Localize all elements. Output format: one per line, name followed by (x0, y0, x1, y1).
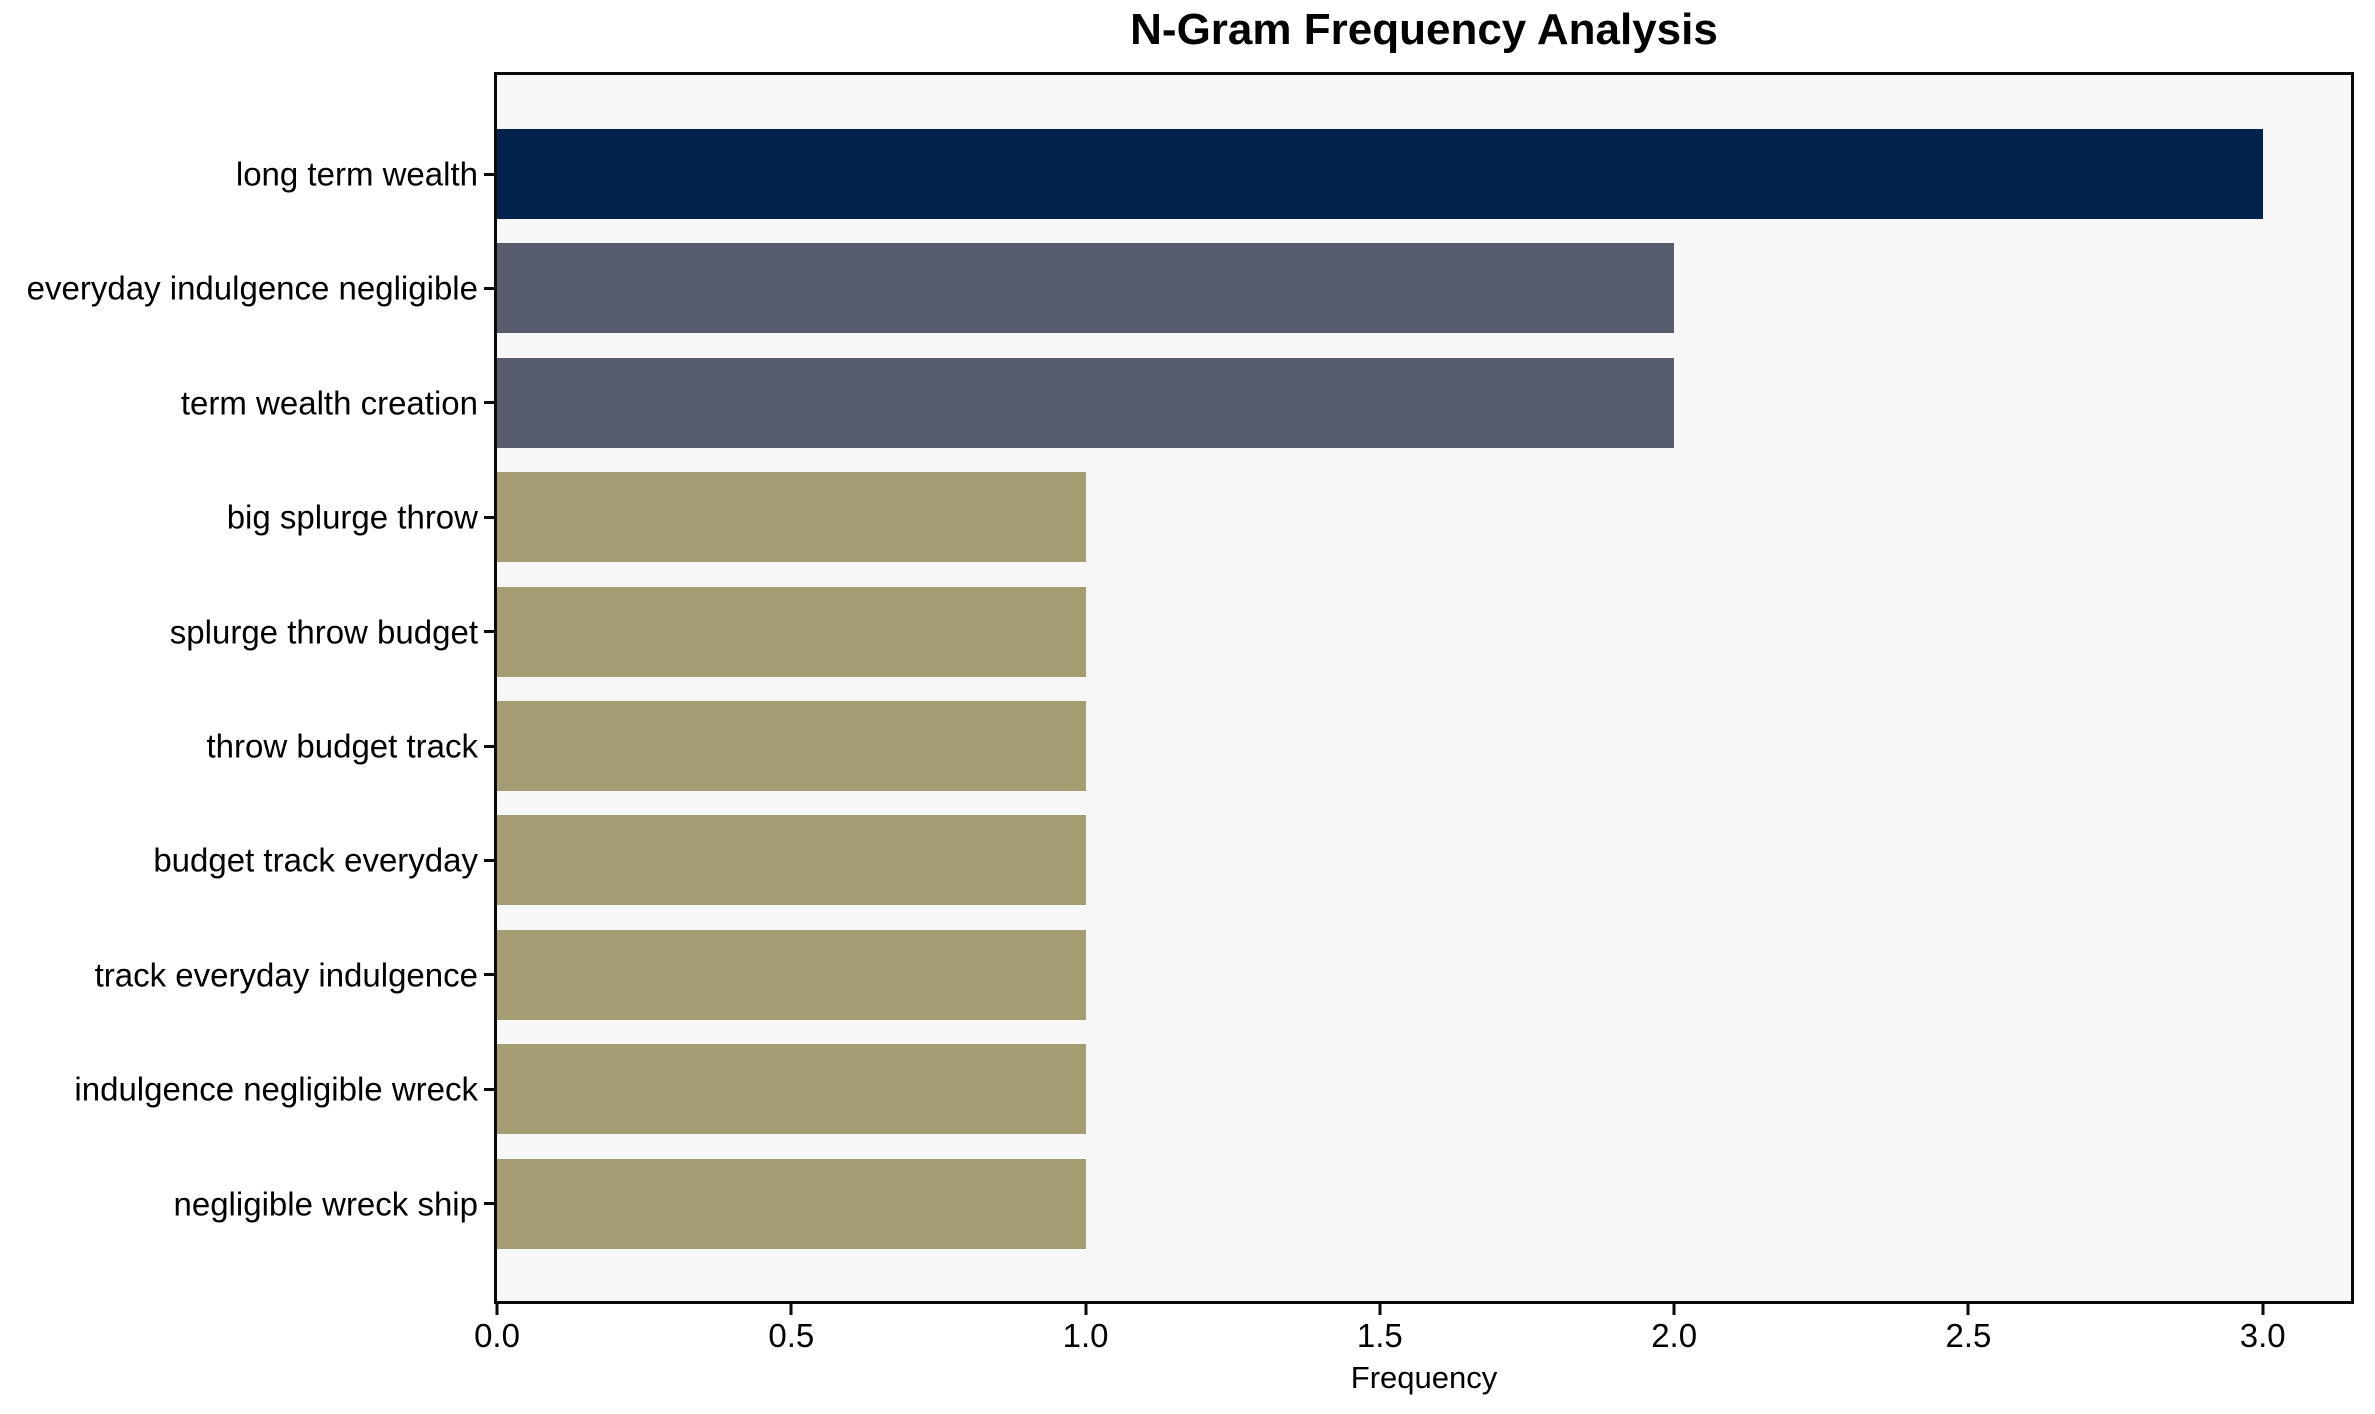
x-tick-label: 2.0 (1651, 1317, 1698, 1354)
y-category-label: throw budget track (206, 727, 478, 765)
bar (497, 243, 1675, 334)
bar (497, 357, 1675, 448)
x-axis-tick (495, 1304, 499, 1315)
x-axis-tick (1084, 1304, 1088, 1315)
y-category-label: splurge throw budget (169, 613, 478, 651)
y-category-label: big splurge throw (226, 498, 478, 536)
plot-area: long term wealth everyday indulgence negl… (27, 72, 2354, 1352)
y-category-label: budget track everyday (153, 841, 478, 879)
bar (497, 586, 1086, 677)
x-tick-label: 1.5 (1356, 1317, 1403, 1354)
bar (497, 701, 1086, 791)
y-axis-tick (484, 744, 494, 748)
x-axis-tick (2261, 1304, 2265, 1315)
y-axis-tick (484, 172, 494, 176)
y-axis-tick (484, 630, 494, 634)
x-tick-label: 1.0 (1062, 1317, 1109, 1354)
x-axis-tick (789, 1304, 793, 1315)
y-axis-tick (484, 973, 494, 977)
x-tick-label: 2.5 (1945, 1317, 1992, 1354)
y-category-label: indulgence negligible wreck (74, 1070, 478, 1108)
y-category-label: term wealth creation (180, 384, 478, 422)
y-axis-tick (484, 515, 494, 519)
y-category-label: everyday indulgence negligible (26, 269, 478, 307)
x-axis-tick (1966, 1304, 1970, 1315)
x-tick-label: 0.0 (474, 1317, 520, 1354)
chart-title: N-Gram Frequency Analysis (1130, 5, 1718, 54)
y-axis-tick (484, 1202, 494, 1206)
x-tick-label: 3.0 (2239, 1317, 2286, 1354)
y-axis-tick (484, 286, 494, 290)
x-axis-tick (1378, 1304, 1382, 1315)
bar (497, 929, 1086, 1020)
y-category-label: long term wealth (235, 155, 478, 193)
y-axis-tick (484, 401, 494, 405)
bar (497, 1158, 1086, 1249)
y-axis-tick (484, 858, 494, 862)
x-axis-tick (1672, 1304, 1676, 1315)
y-category-label: track everyday indulgence (94, 956, 478, 994)
bar (497, 815, 1086, 906)
y-axis-tick (484, 1087, 494, 1091)
bar (497, 129, 2263, 219)
x-tick-label: 0.5 (768, 1317, 815, 1354)
bar (497, 472, 1086, 563)
x-axis-label: Frequency (1350, 1360, 1498, 1395)
y-category-label: negligible wreck ship (173, 1185, 479, 1223)
bar (497, 1044, 1086, 1135)
